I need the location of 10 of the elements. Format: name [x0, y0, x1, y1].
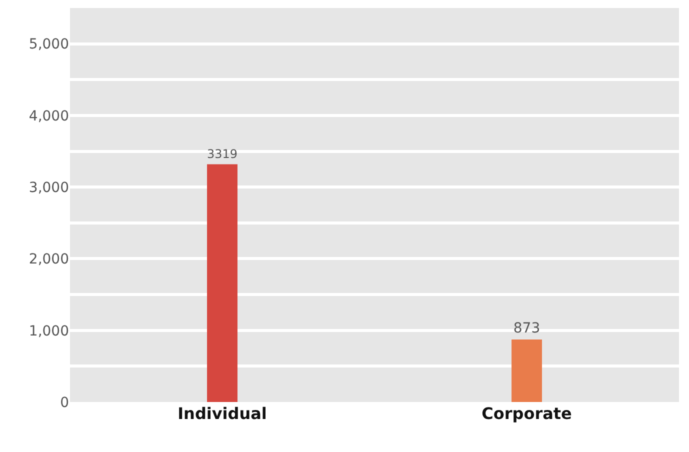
y-tick-label: 3,000 — [28, 180, 69, 196]
data-label: 3319 — [207, 146, 238, 161]
data-label: 873 — [513, 320, 540, 336]
y-tick-label: 4,000 — [28, 108, 69, 124]
y-tick-label: 0 — [60, 394, 69, 411]
y-tick-label: 5,000 — [28, 36, 69, 53]
y-tick-label: 2,000 — [28, 252, 69, 268]
x-tick-label: Corporate — [482, 404, 572, 423]
x-tick-label: Individual — [178, 404, 267, 423]
y-tick-label: 1,000 — [28, 323, 69, 340]
